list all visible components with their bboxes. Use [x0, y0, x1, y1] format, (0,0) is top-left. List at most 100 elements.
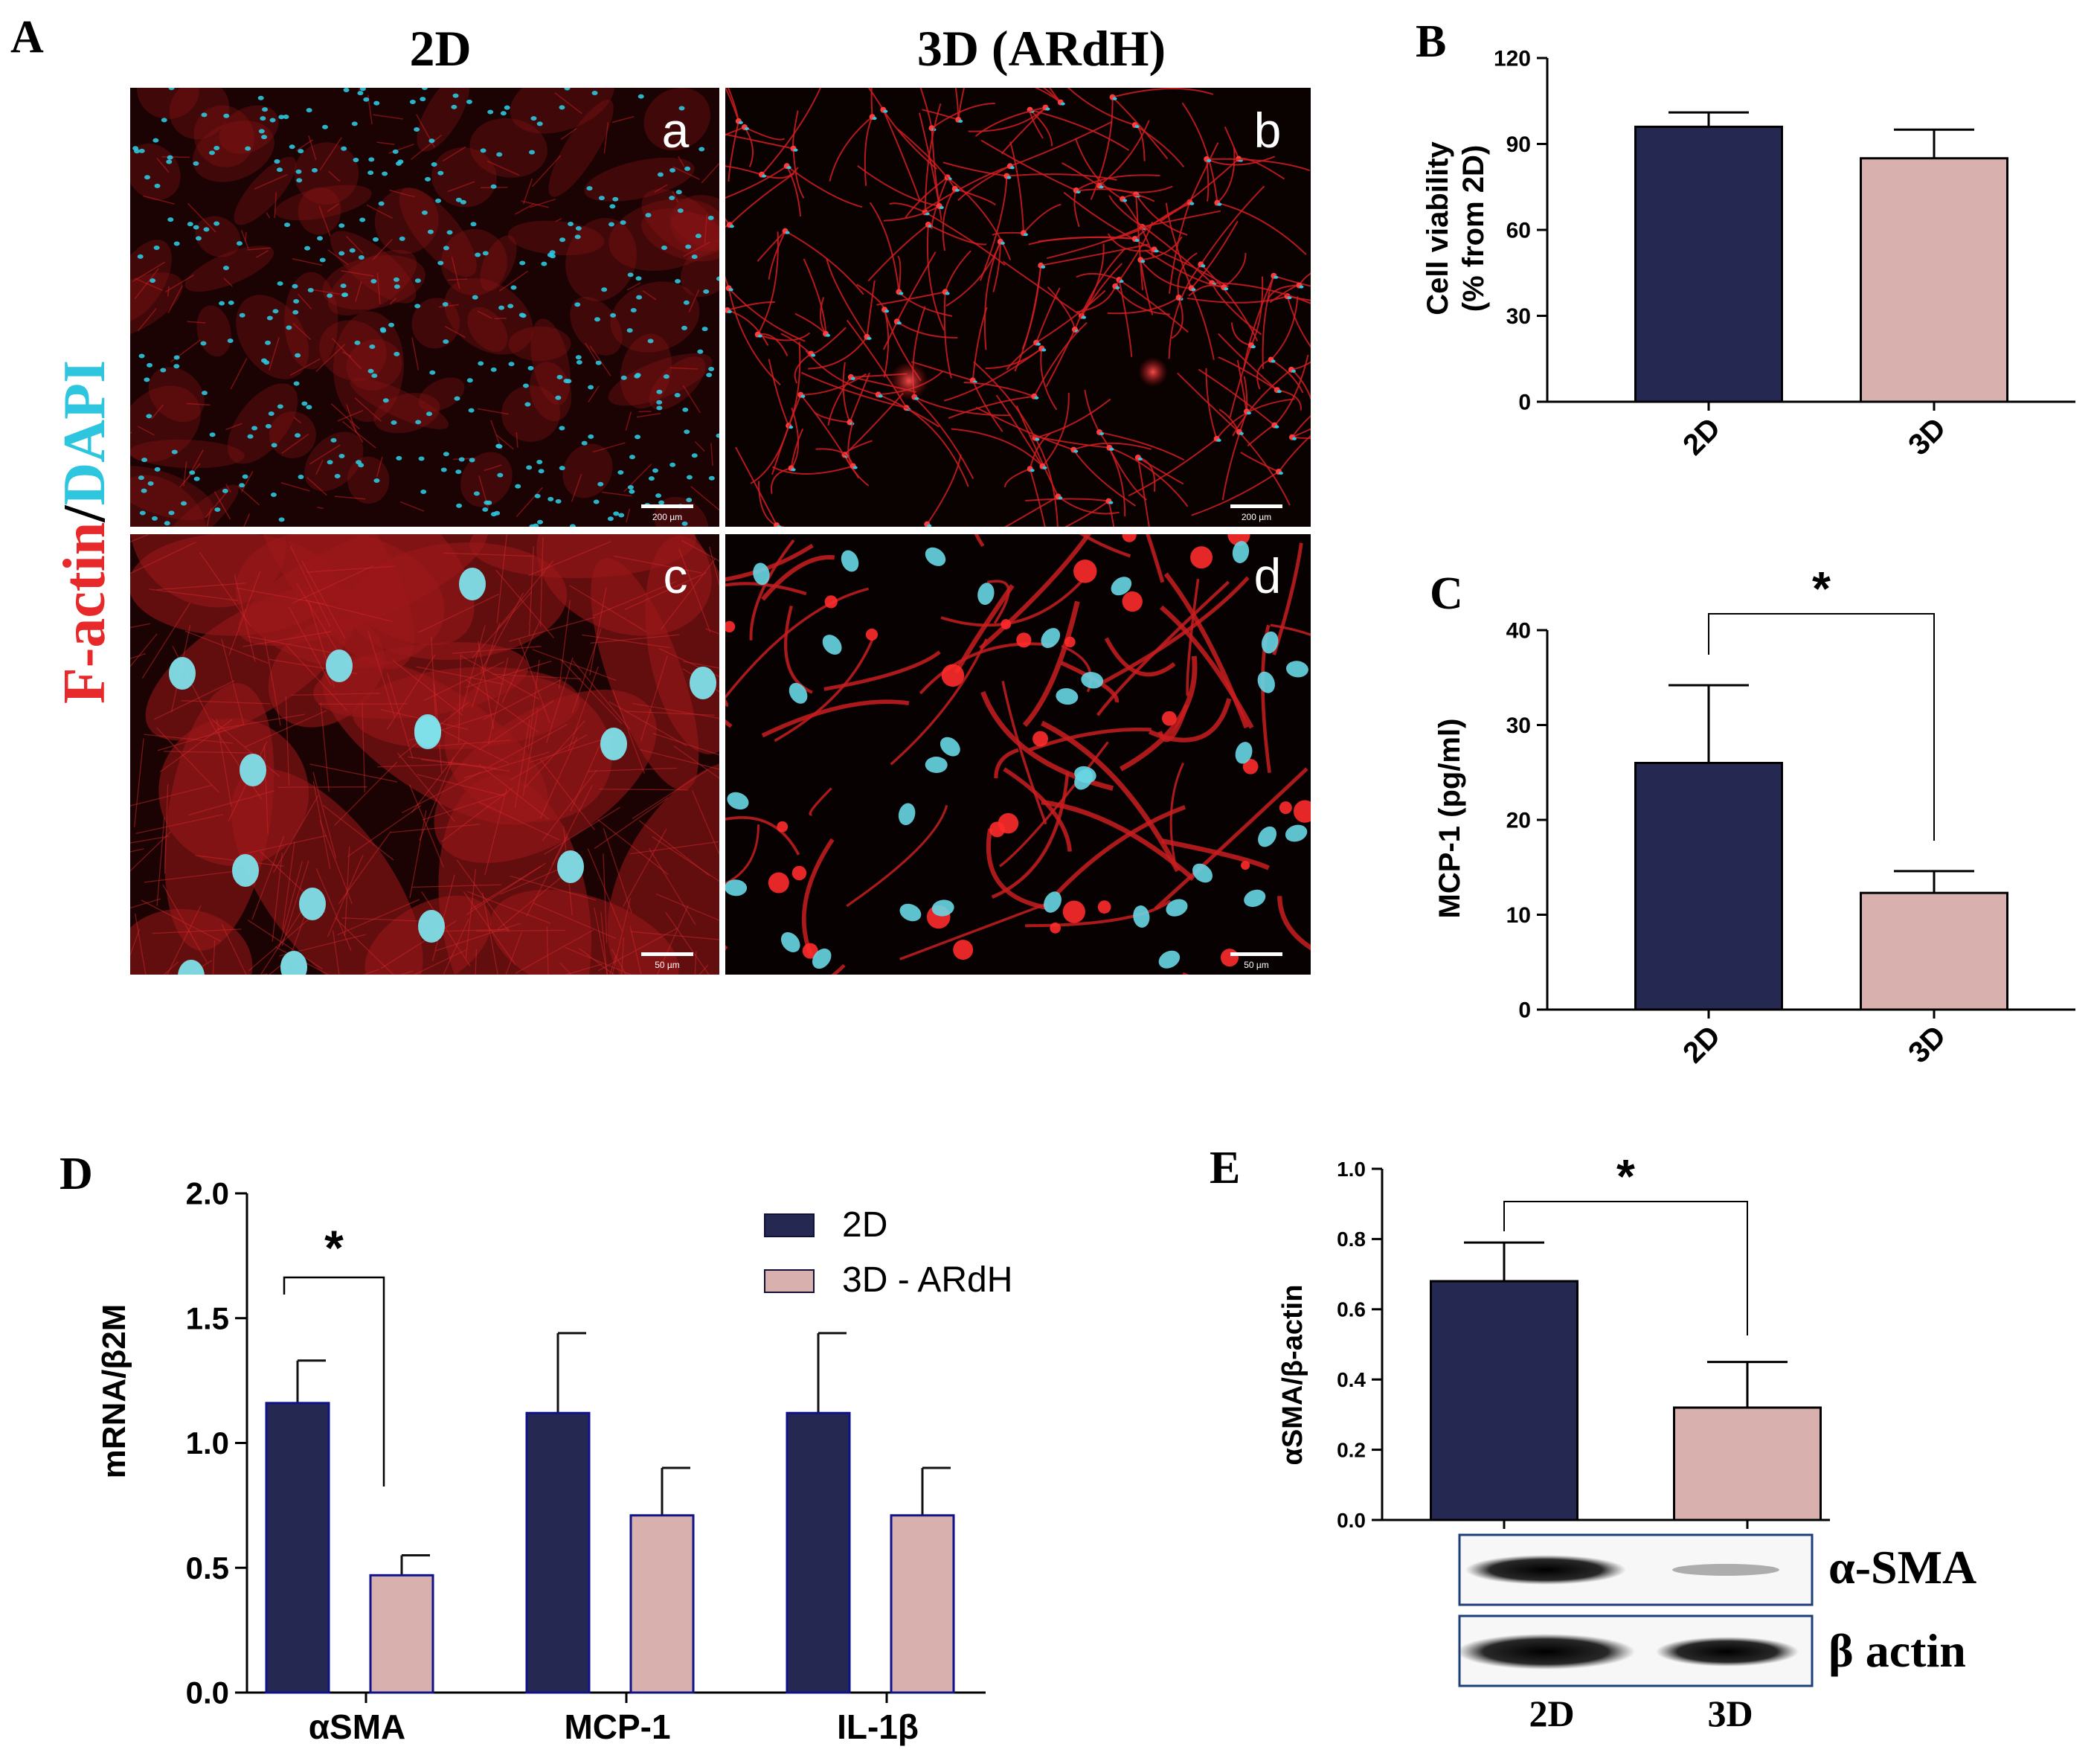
nucleus — [454, 396, 460, 401]
stress-fiber — [130, 836, 170, 844]
nucleus — [373, 478, 380, 483]
y-tick-label: 2.0 — [186, 1176, 229, 1211]
stress-fiber — [281, 860, 309, 946]
scale-bar-c — [641, 952, 693, 956]
actin-fiber — [289, 358, 321, 376]
nucleus — [899, 292, 904, 295]
cell-body — [418, 377, 465, 412]
nucleus — [675, 190, 682, 195]
nucleus — [418, 910, 445, 943]
neurite — [1076, 286, 1117, 313]
process — [1160, 605, 1254, 729]
neurite — [942, 161, 1007, 177]
nucleus — [181, 501, 187, 506]
micrograph-c-cells — [130, 534, 719, 975]
nucleus — [1115, 286, 1120, 289]
vesicle — [1162, 711, 1177, 726]
actin-fiber — [167, 286, 170, 297]
neurite — [922, 165, 1011, 212]
nucleus — [490, 184, 497, 189]
nucleus — [647, 339, 654, 344]
nucleus — [167, 155, 173, 160]
neurite — [794, 353, 812, 384]
nucleus — [460, 199, 466, 205]
stress-fiber — [603, 828, 632, 914]
y-tick-label: 0.8 — [1337, 1228, 1366, 1251]
stress-fiber — [315, 868, 352, 952]
significance-star: * — [1616, 1149, 1635, 1203]
neurite — [945, 241, 1001, 307]
nucleus — [678, 106, 685, 111]
stress-fiber — [532, 649, 617, 681]
nucleus — [173, 364, 180, 369]
actin-fiber — [327, 249, 349, 266]
nucleus — [669, 462, 676, 467]
stress-fiber — [587, 848, 623, 931]
actin-fiber — [134, 278, 163, 292]
nucleus — [1099, 432, 1104, 435]
nucleus — [1274, 275, 1279, 279]
nucleus — [295, 433, 301, 438]
nucleus — [1246, 411, 1251, 415]
column-header-2d: 2D — [409, 20, 471, 77]
nucleus — [425, 176, 431, 182]
process — [1079, 534, 1131, 558]
stress-fiber — [367, 631, 396, 717]
actin-fiber — [346, 236, 364, 254]
nucleus — [369, 344, 376, 350]
nucleus — [141, 488, 147, 493]
nucleus — [1060, 102, 1065, 106]
nucleus — [555, 395, 562, 400]
nucleus — [295, 353, 301, 358]
nucleus — [1201, 264, 1206, 268]
actin-fiber — [327, 203, 339, 212]
stress-fiber — [624, 572, 707, 610]
stress-fiber — [341, 917, 431, 923]
nucleus — [504, 105, 510, 110]
nucleus — [568, 222, 574, 227]
stress-fiber — [156, 816, 165, 906]
actin-fiber — [355, 280, 362, 302]
stress-fiber — [421, 891, 471, 967]
nucleus — [789, 426, 794, 429]
stress-fiber — [518, 638, 550, 723]
nucleus — [609, 204, 616, 209]
nucleus — [371, 373, 378, 378]
stress-fiber — [130, 534, 150, 543]
vesicle — [1190, 546, 1213, 569]
stress-fiber — [387, 673, 414, 759]
nucleus — [1009, 166, 1015, 170]
actin-fiber — [399, 501, 425, 512]
actin-fiber — [315, 460, 324, 475]
nucleus — [263, 360, 270, 365]
stress-fiber — [625, 711, 715, 716]
neurite — [897, 255, 902, 292]
neurite — [1250, 276, 1264, 346]
nucleus — [661, 245, 667, 250]
nucleus — [538, 469, 545, 474]
stress-fiber — [411, 884, 501, 888]
nucleus — [608, 222, 614, 227]
significance-star: * — [324, 1220, 344, 1275]
neurite — [896, 251, 937, 322]
neurite — [1035, 289, 1106, 344]
nucleus — [1119, 280, 1124, 283]
nucleus — [193, 476, 200, 481]
stress-fiber — [569, 585, 646, 632]
neurite — [1025, 498, 1109, 502]
nucleus — [637, 94, 644, 99]
stress-fiber — [141, 899, 221, 942]
nucleus — [322, 124, 329, 129]
stress-fiber — [211, 718, 280, 777]
neurite — [943, 292, 952, 379]
neurite — [1205, 368, 1218, 440]
vesicle — [1279, 801, 1292, 815]
neurite — [980, 139, 1077, 191]
nucleus — [378, 201, 385, 206]
process — [1096, 580, 1230, 716]
nucleus — [822, 635, 842, 655]
micrograph-b-cells — [725, 88, 1311, 527]
nucleus — [618, 513, 625, 518]
neurite — [1217, 202, 1307, 255]
neurite — [1134, 124, 1185, 168]
